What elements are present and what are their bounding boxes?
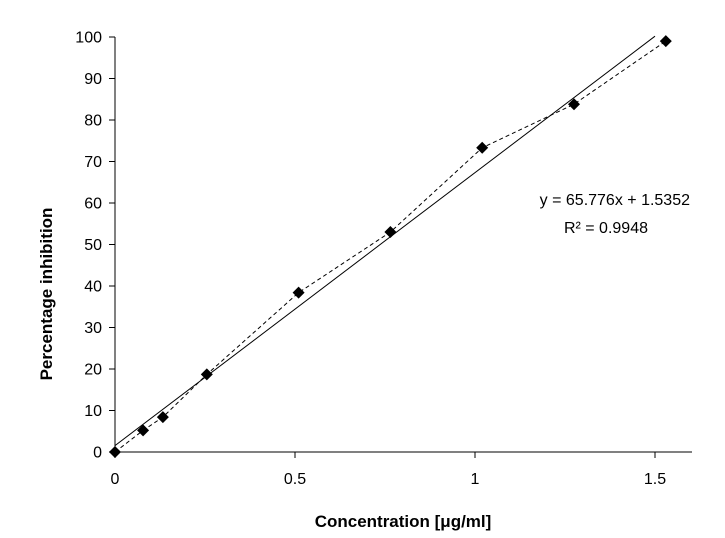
y-tick-label: 60	[84, 196, 102, 213]
data-point	[156, 411, 169, 424]
data-point	[476, 141, 489, 154]
x-axis-ticks: 0 0.5 1 1.5	[111, 452, 666, 488]
data-point	[659, 35, 672, 48]
series-connector-line	[114, 40, 667, 453]
y-tick-label: 40	[84, 279, 102, 296]
y-tick-label: 30	[84, 320, 102, 337]
data-point	[292, 286, 305, 299]
y-axis-title: Percentage inhibition	[37, 208, 56, 381]
y-tick-label: 0	[93, 445, 102, 462]
data-point	[200, 368, 213, 381]
data-points	[109, 35, 672, 458]
x-tick-label: 0	[111, 471, 120, 488]
y-tick-label: 70	[84, 154, 102, 171]
r-squared-label: R² = 0.9948	[564, 220, 648, 237]
x-tick-label: 1	[471, 471, 480, 488]
y-tick-label: 80	[84, 113, 102, 130]
data-point	[384, 226, 397, 239]
trendline-equation: y = 65.776x + 1.5352	[540, 192, 690, 209]
x-axis-title: Concentration [μg/ml]	[315, 512, 492, 531]
y-tick-label: 10	[84, 403, 102, 420]
y-axis-ticks: 0 10 20 30 40 50 60 70 80 90 100	[75, 30, 115, 462]
data-point	[137, 424, 150, 437]
data-point	[109, 446, 121, 458]
x-tick-label: 1.5	[644, 471, 666, 488]
y-tick-label: 100	[75, 30, 102, 47]
x-tick-label: 0.5	[284, 471, 306, 488]
data-point	[568, 98, 580, 111]
y-tick-label: 90	[84, 71, 102, 88]
y-tick-label: 50	[84, 237, 102, 254]
plot-area: 0 10 20 30 40 50 60 70 80 90 100 0 0.5 1 1.5	[75, 30, 692, 488]
y-tick-label: 20	[84, 362, 102, 379]
